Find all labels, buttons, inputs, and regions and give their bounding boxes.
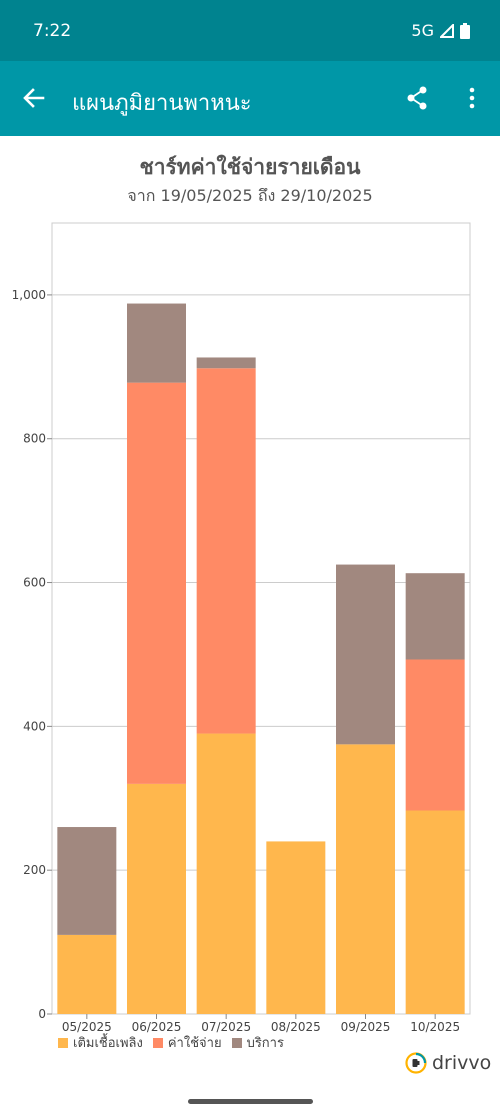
bar-segment [405, 573, 465, 660]
x-tick-label: 10/2025 [410, 1020, 460, 1034]
bar-segment [57, 827, 117, 935]
legend-item-expense: ค่าใช้จ่าย [152, 1032, 222, 1053]
battery-icon [460, 22, 470, 39]
y-tick-label: 600 [23, 576, 46, 590]
status-icons: 5G [411, 21, 470, 40]
x-tick-label: 07/2025 [201, 1020, 251, 1034]
legend-swatch-expense [152, 1037, 163, 1048]
x-tick-label: 06/2025 [132, 1020, 182, 1034]
x-tick-label: 09/2025 [341, 1020, 391, 1034]
bar-segment [336, 744, 395, 1014]
arrow-back-icon [23, 88, 45, 108]
share-icon [407, 86, 427, 110]
bar-segment [405, 659, 465, 811]
bar-segment [196, 733, 256, 1014]
status-time: 7:22 [33, 21, 72, 41]
share-button[interactable] [398, 78, 438, 118]
network-label: 5G [411, 21, 434, 40]
legend-label-service: บริการ [246, 1036, 284, 1051]
home-indicator[interactable] [188, 1099, 313, 1104]
legend-label-fuel: เติมเชื้อเพลิง [73, 1036, 143, 1051]
status-bar: 7:22 5G [0, 0, 500, 61]
legend-swatch-service [231, 1037, 242, 1048]
y-tick-label: 1,000 [12, 288, 46, 302]
brand-name: drivvo [432, 1052, 492, 1074]
more-vert-icon [469, 87, 475, 109]
bar-segment [127, 382, 186, 784]
bar-segment [196, 357, 256, 369]
brand-logo: drivvo [405, 1052, 491, 1074]
app-bar: แผนภูมิยานพาหนะ [0, 61, 500, 136]
x-tick-label: 08/2025 [271, 1020, 321, 1034]
legend-label-expense: ค่าใช้จ่าย [167, 1036, 222, 1051]
chart-subtitle: จาก 19/05/2025 ถึง 29/10/2025 [127, 186, 373, 205]
legend-item-service: บริการ [231, 1032, 284, 1053]
chart-title: ชาร์ทค่าใช้จ่ายรายเดือน [139, 155, 361, 179]
bar-segment [127, 783, 186, 1014]
monthly-expense-chart: 0 200 400 600 800 1,000 05/2025 06/2025 07/2025 0… [12, 222, 471, 1034]
legend-swatch-fuel [58, 1037, 68, 1048]
back-button[interactable] [14, 78, 54, 118]
page-title: แผนภูมิยานพาหนะ [72, 91, 252, 116]
legend-item-fuel: เติมเชื้อเพลิง [58, 1032, 143, 1053]
bar-segment [405, 810, 465, 1014]
y-tick-label: 400 [23, 719, 46, 733]
more-options-button[interactable] [452, 78, 492, 118]
x-tick-label: 05/2025 [62, 1020, 112, 1034]
chart-legend: เติมเชื้อเพลิง ค่าใช้จ่าย บริการ [58, 1032, 284, 1053]
bar-segment [57, 934, 117, 1014]
signal-icon [440, 23, 454, 38]
y-tick-label: 800 [23, 432, 46, 446]
plot-frame [51, 222, 471, 1015]
drivvo-logo-icon [405, 1052, 427, 1074]
bar-segment [336, 564, 395, 745]
y-tick-label: 200 [23, 863, 46, 877]
bar-segment [127, 303, 186, 383]
bar-segment [196, 368, 256, 734]
y-tick-label: 0 [38, 1007, 46, 1021]
bar-segment [266, 841, 326, 1014]
